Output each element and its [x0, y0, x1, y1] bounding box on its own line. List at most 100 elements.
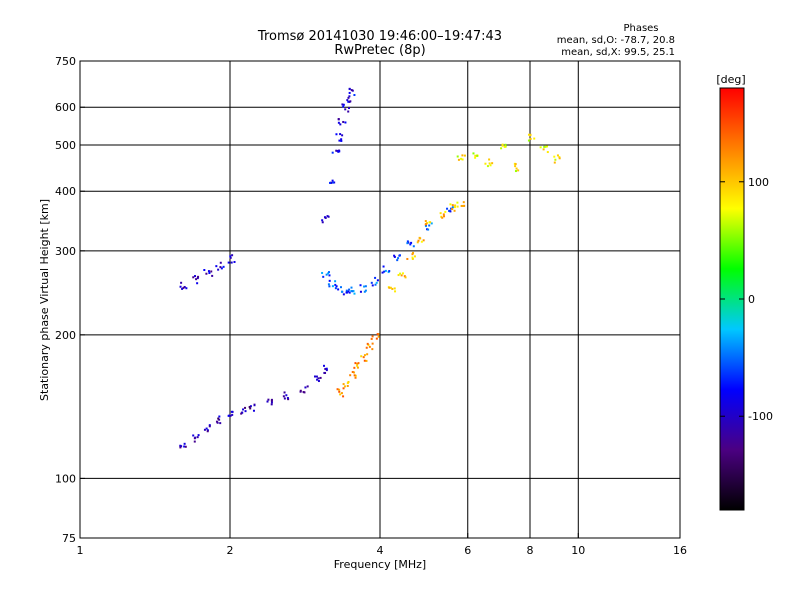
echo-point — [315, 375, 318, 378]
echo-point — [328, 274, 331, 277]
echo-point — [270, 398, 273, 401]
echo-point — [180, 281, 183, 284]
echo-point — [365, 346, 368, 349]
echo-point — [183, 445, 186, 448]
echo-point — [208, 425, 211, 428]
echo-point — [218, 418, 221, 421]
echo-point — [252, 409, 255, 412]
echo-point — [399, 272, 402, 275]
echo-point — [474, 156, 477, 159]
echo-point — [342, 387, 345, 390]
echo-point — [342, 293, 345, 296]
echo-point — [346, 384, 349, 387]
echo-point — [210, 270, 213, 273]
echo-point — [220, 267, 223, 270]
echo-point — [424, 220, 427, 223]
echo-point — [341, 103, 344, 106]
echo-point — [253, 404, 256, 407]
echo-point — [354, 376, 357, 379]
echo-point — [410, 241, 413, 244]
echo-point — [450, 207, 453, 210]
echo-point — [327, 272, 330, 275]
echo-point — [354, 374, 357, 377]
echo-point — [400, 274, 403, 277]
echo-point — [444, 210, 447, 213]
echo-point — [368, 345, 371, 348]
echo-point — [451, 206, 454, 209]
echo-point — [393, 255, 396, 258]
echo-point — [270, 401, 273, 404]
echo-point — [371, 284, 374, 287]
echo-point — [339, 286, 342, 289]
echo-point — [340, 139, 343, 142]
echo-point — [356, 362, 359, 365]
echo-point — [339, 393, 342, 396]
echo-point — [266, 400, 269, 403]
colorbar: [deg] 100 0 -100 — [716, 73, 773, 511]
echo-point — [351, 370, 354, 373]
echo-point — [554, 158, 557, 161]
echo-point — [324, 367, 327, 370]
echo-point — [285, 394, 288, 397]
echo-point — [334, 283, 337, 286]
echo-point — [325, 369, 328, 372]
echo-point — [374, 283, 377, 286]
echo-point — [553, 161, 556, 164]
echo-point — [340, 392, 343, 395]
echo-point — [244, 406, 247, 409]
x-axis-ticks: 1 2 4 6 8 10 16 — [77, 533, 687, 557]
echo-point — [244, 410, 247, 413]
y-tick-label: 500 — [55, 139, 76, 152]
echo-point — [359, 290, 362, 293]
echo-point — [488, 158, 491, 161]
echo-point — [353, 366, 356, 369]
chart-title: Tromsø 20141030 19:46:00–19:47:43 — [257, 29, 502, 44]
echo-point — [306, 385, 309, 388]
echo-point — [503, 145, 506, 148]
echo-point — [242, 408, 245, 411]
echo-point — [412, 245, 415, 248]
colorbar-label: [deg] — [716, 73, 745, 86]
echo-point — [283, 397, 286, 400]
echo-point — [336, 388, 339, 391]
echo-point — [491, 162, 494, 165]
echo-points — [179, 87, 561, 449]
echo-point — [441, 216, 444, 219]
echo-point — [192, 276, 195, 279]
echo-point — [411, 257, 414, 260]
echo-point — [229, 414, 232, 417]
echo-point — [219, 266, 222, 269]
echo-point — [527, 139, 530, 142]
echo-point — [249, 405, 252, 408]
colorbar-tick-label: 0 — [748, 293, 755, 306]
echo-point — [340, 138, 343, 141]
echo-point — [428, 224, 431, 227]
echo-point — [456, 205, 459, 208]
echo-point — [335, 133, 338, 136]
echo-point — [338, 388, 341, 391]
echo-point — [217, 268, 220, 271]
echo-point — [558, 157, 561, 160]
echo-point — [338, 150, 341, 153]
echo-point — [440, 215, 443, 218]
echo-point — [348, 291, 351, 294]
echo-point — [299, 390, 302, 393]
echo-point — [515, 167, 518, 170]
echo-point — [181, 287, 184, 290]
echo-point — [360, 355, 363, 358]
echo-point — [334, 287, 337, 290]
echo-point — [342, 105, 345, 108]
echo-point — [474, 154, 477, 157]
echo-point — [348, 91, 351, 94]
echo-point — [215, 265, 218, 268]
echo-point — [348, 288, 351, 291]
echo-point — [218, 415, 221, 418]
echo-point — [193, 440, 196, 443]
echo-point — [323, 364, 326, 367]
echo-point — [337, 121, 340, 124]
echo-point — [329, 181, 332, 184]
echo-point — [208, 424, 211, 427]
echo-point — [357, 362, 360, 365]
echo-point — [411, 256, 414, 259]
